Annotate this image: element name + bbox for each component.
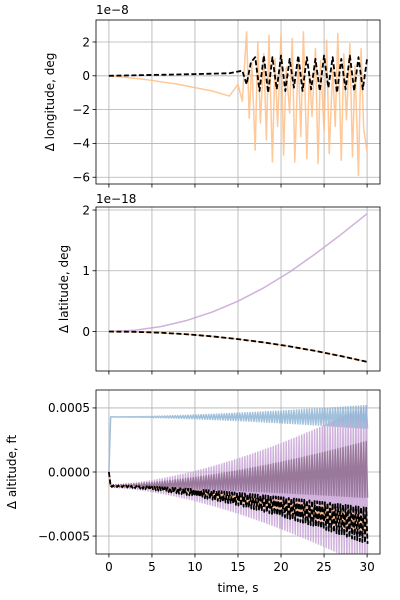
altitude-y-axis-label: Δ altitude, ft [5, 435, 19, 510]
longitude-series-line [108, 31, 368, 177]
altitude-series-line [108, 471, 369, 544]
latitude-y-tick-label: 2 [82, 203, 90, 217]
longitude-y-tick-label: −2 [72, 103, 90, 117]
altitude-x-tick-label: 25 [316, 560, 331, 574]
longitude-offset-text: 1e−8 [96, 3, 129, 17]
longitude-series [108, 31, 368, 177]
altitude-series [108, 404, 369, 554]
altitude-x-tick-label: 0 [105, 560, 113, 574]
latitude-series [108, 213, 368, 363]
latitude-series-line [108, 213, 368, 333]
altitude-x-tick-label: 30 [359, 560, 374, 574]
latitude-y-axis-label: Δ latitude, deg [57, 245, 71, 333]
altitude-x-tick-label: 15 [230, 560, 245, 574]
altitude-x-tick-label: 5 [148, 560, 156, 574]
longitude-y-tick-label: −4 [72, 137, 90, 151]
altitude-series-line [108, 404, 369, 473]
latitude-offset-text: 1e−18 [96, 192, 136, 206]
altitude-x-tick-label: 20 [273, 560, 288, 574]
longitude-y-tick-label: 0 [82, 69, 90, 83]
altitude-y-tick-label: 0.0005 [48, 401, 90, 415]
latitude-panel: 0 1 2 1e−18 Δ latitude, deg [57, 192, 381, 375]
longitude-y-tick-label: −6 [72, 171, 90, 185]
altitude-ticks: 0 5 10 15 20 25 30 −0.0005 0.0000 0.0005 [38, 401, 375, 574]
longitude-y-tick-label: 2 [82, 35, 90, 49]
latitude-y-tick-label: 0 [82, 325, 90, 339]
longitude-panel: −6 −4 −2 0 2 1e−8 Δ longitude, deg [43, 3, 381, 188]
altitude-y-tick-label: −0.0005 [38, 529, 90, 543]
altitude-y-tick-label: 0.0000 [48, 465, 90, 479]
altitude-x-tick-label: 10 [187, 560, 202, 574]
time-x-axis-label: time, s [218, 581, 259, 595]
latitude-ticks: 0 1 2 [82, 203, 368, 375]
altitude-series-line [108, 440, 369, 499]
longitude-series-line [108, 54, 368, 94]
altitude-panel: 0 5 10 15 20 25 30 −0.0005 0.0000 0.0005 Δ altitu… [5, 389, 381, 595]
longitude-y-axis-label: Δ longitude, deg [43, 53, 57, 152]
latitude-y-tick-label: 1 [82, 264, 90, 278]
latitude-series-line [108, 330, 368, 363]
longitude-ticks: −6 −4 −2 0 2 [72, 35, 368, 188]
